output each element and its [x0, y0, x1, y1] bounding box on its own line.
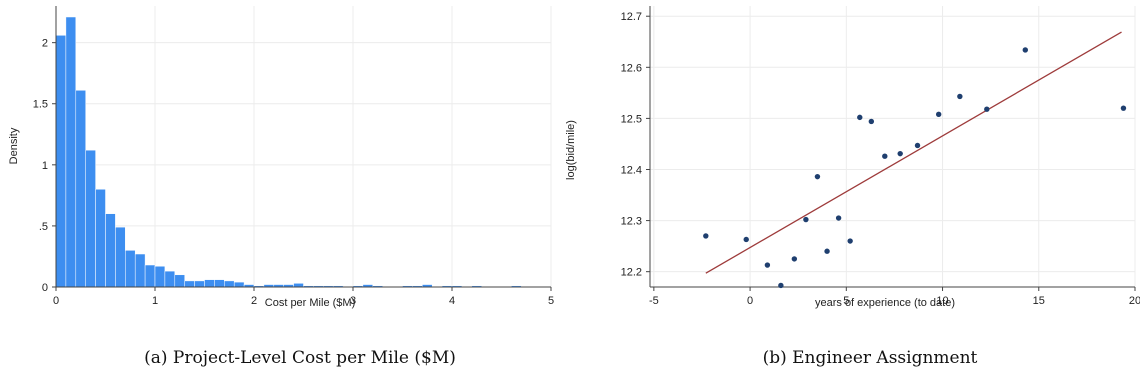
histogram-bar	[144, 264, 156, 288]
x-tick-labels: -5 0 5 10 15 20	[649, 295, 1140, 307]
fit-line	[705, 31, 1122, 274]
histogram-bar	[204, 279, 215, 288]
histogram-bar	[194, 280, 205, 288]
scatter-point	[791, 256, 798, 262]
histogram-bar	[75, 90, 86, 288]
scatter-point	[984, 106, 990, 112]
fit-line-segment	[705, 31, 1122, 274]
histogram-bar	[293, 283, 304, 288]
histogram-bar	[115, 226, 126, 288]
x-tick-label: 0	[53, 295, 59, 307]
grid-lines	[56, 6, 552, 287]
histogram-bar	[55, 35, 67, 288]
histogram-bar	[233, 281, 245, 288]
y-tick-label: 0	[42, 282, 48, 294]
y-tick-label: 12.6	[621, 62, 642, 74]
histogram-bar	[164, 270, 176, 288]
y-tick-label: 12.4	[621, 164, 642, 176]
scatter-point	[847, 238, 853, 244]
y-tick-label: 12.2	[621, 267, 642, 279]
histogram-bar	[85, 149, 96, 288]
x-tick-label: 5	[843, 295, 849, 307]
scatter-point	[897, 150, 903, 157]
scatter-point	[764, 262, 771, 268]
histogram-chart: 0 1 2 3 4 5 0 .5 1 1.5 2 Cost per Mile ($M) Densi…	[8, 6, 554, 309]
x-tick-label: 4	[449, 295, 455, 307]
x-tick-labels: 0 1 2 3 4 5	[53, 295, 554, 307]
histogram-bar	[65, 16, 77, 288]
scatter-point	[957, 93, 963, 100]
y-tick-labels: 0 .5 1 1.5 2	[33, 38, 48, 294]
x-tick-label: 0	[747, 295, 753, 307]
y-tick-label: 12.3	[621, 216, 642, 228]
x-tick-label: 20	[1129, 295, 1140, 307]
x-tick-label: 2	[251, 295, 257, 307]
y-tick-labels: 12.2 12.3 12.4 12.5 12.6 12.7	[621, 11, 642, 278]
y-tick-label: 2	[42, 38, 48, 50]
x-tick-label: 3	[350, 295, 356, 307]
histogram-bar	[134, 253, 146, 288]
histogram-bar	[105, 213, 116, 288]
scatter-point	[1120, 105, 1127, 111]
scatter-point	[1022, 47, 1028, 53]
y-tick-label: .5	[39, 221, 48, 233]
x-tick-label: -5	[649, 295, 659, 307]
scatter-point	[803, 216, 809, 223]
scatter-points	[703, 47, 1127, 289]
caption-a: (a) Project-Level Cost per Mile ($M)	[144, 348, 456, 368]
y-tick-label: 12.5	[621, 113, 642, 125]
x-tick-label: 15	[1033, 295, 1045, 307]
x-tick-label: 5	[548, 295, 554, 307]
x-axis-label: Cost per Mile ($M)	[265, 297, 355, 309]
scatter-point	[778, 282, 784, 289]
histogram-bar	[184, 280, 195, 288]
scatter-point	[703, 233, 709, 239]
histogram-bar	[154, 265, 166, 288]
x-axis-label: years of experience (to date)	[815, 297, 955, 309]
scatter-point	[868, 118, 875, 125]
histogram-bar	[224, 280, 235, 288]
scatter-point	[835, 215, 842, 221]
scatter-point	[882, 153, 888, 159]
y-axis-label: log(bid/mile)	[565, 120, 577, 180]
caption-b: (b) Engineer Assignment	[762, 348, 978, 368]
x-tick-label: 1	[152, 295, 158, 307]
histogram-bar	[214, 279, 225, 288]
axes	[646, 6, 1136, 291]
axes	[52, 6, 552, 291]
x-tick-label: 10	[936, 295, 948, 307]
scatter-chart: -5 0 5 10 15 20 12.2 12.3 12.4 12.5 12.6 12.7 year…	[565, 6, 1140, 309]
y-axis-label: Density	[8, 127, 20, 164]
scatter-point	[935, 111, 942, 118]
y-tick-label: 12.7	[621, 11, 642, 23]
y-tick-label: 1	[42, 160, 48, 172]
histogram-bar	[95, 189, 106, 288]
histogram-bar	[174, 274, 185, 288]
scatter-point	[857, 114, 863, 121]
scatter-point	[914, 142, 921, 149]
histogram-bar	[125, 250, 136, 288]
y-tick-label: 1.5	[33, 99, 48, 111]
grid-lines	[650, 6, 1136, 287]
scatter-point	[743, 236, 749, 243]
scatter-point	[824, 248, 830, 254]
scatter-point	[814, 173, 821, 180]
